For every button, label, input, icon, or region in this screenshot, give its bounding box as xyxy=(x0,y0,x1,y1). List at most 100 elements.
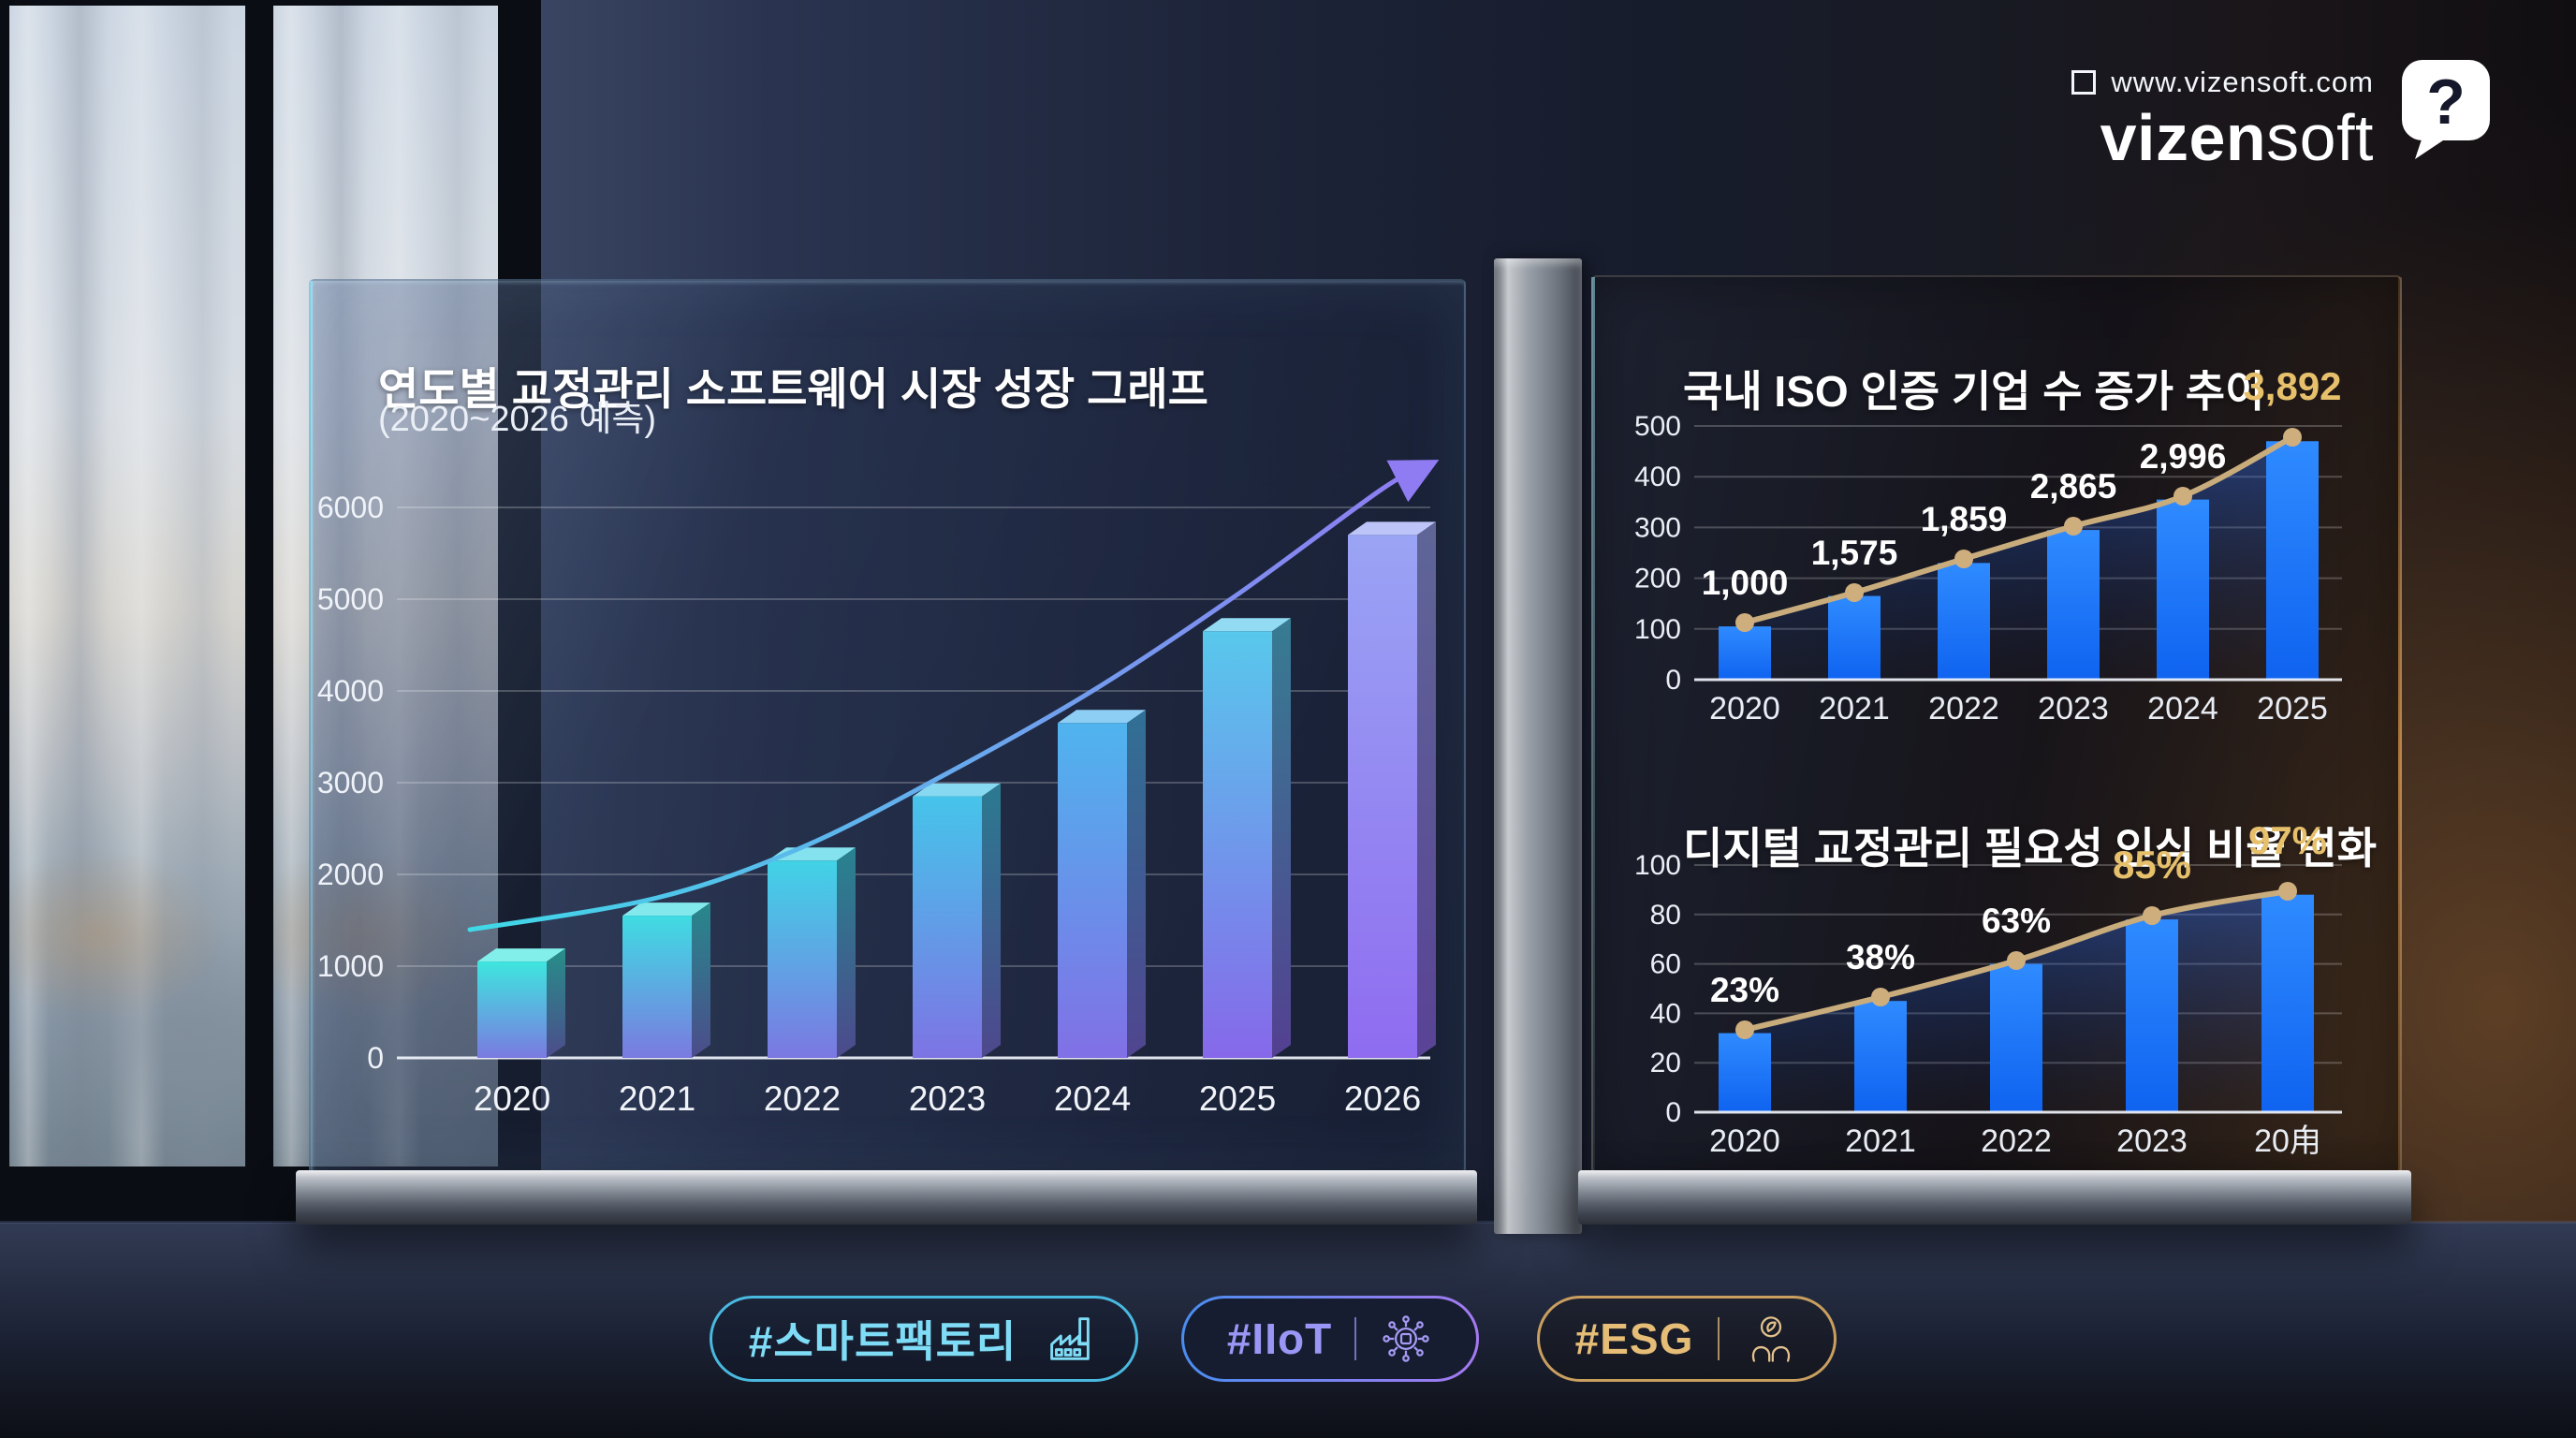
bar xyxy=(1938,563,1990,680)
speech-bubble-question-icon: ? xyxy=(2402,60,2490,159)
bar-side-face xyxy=(982,783,1001,1058)
bar xyxy=(2126,919,2178,1112)
hashtag-label: #ESG xyxy=(1574,1314,1694,1363)
left-glass-panel: 연도별 교정관리 소프트웨어 시장 성장 그래프 (2020~2026 예측) … xyxy=(309,279,1466,1174)
window-pane-left xyxy=(9,6,245,1167)
area-fill xyxy=(1745,437,2292,680)
data-point-label: 97% xyxy=(2248,818,2327,862)
x-tick-label: 2020 xyxy=(474,1079,550,1118)
x-tick-label: 2022 xyxy=(1928,691,1999,726)
data-point-label: 38% xyxy=(1846,938,1915,976)
data-point-label: 85% xyxy=(2113,843,2191,887)
bar-top-face xyxy=(1058,710,1146,724)
hashtag-chip-iiot-inner: #IIoT xyxy=(1184,1299,1476,1379)
logo-text-block: www.vizensoft.com vizensoft xyxy=(2071,58,2374,170)
market-chart-subtitle: (2020~2026 예측) xyxy=(378,400,657,439)
y-tick-label: 400 xyxy=(1634,462,1681,492)
bar xyxy=(477,961,547,1058)
hashtag-label: #IIoT xyxy=(1226,1314,1333,1363)
bar-top-face xyxy=(622,902,710,917)
y-tick-label: 60 xyxy=(1650,949,1681,980)
bar-side-face xyxy=(837,847,856,1058)
hashtag-chip-smart-factory: #스마트팩토리 xyxy=(710,1296,1138,1382)
y-tick-label: 6000 xyxy=(317,491,384,524)
iiot-network-icon xyxy=(1383,1315,1429,1362)
y-tick-label: 200 xyxy=(1634,564,1681,594)
x-tick-label: 2024 xyxy=(2147,691,2218,726)
right-glass-panel: 국내 ISO 인증 기업 수 증가 추이 0 100 200 300 400 500 202… xyxy=(1591,275,2402,1174)
awareness-chart-title: 디지털 교정관리 필요성 인식 비율 변화 xyxy=(1683,824,2378,873)
data-point-dot xyxy=(2143,906,2161,925)
trend-arrow-line xyxy=(467,460,1440,932)
x-tick-label: 2025 xyxy=(1199,1079,1276,1118)
data-point-dot xyxy=(2064,517,2083,536)
right-panel-metal-base xyxy=(1578,1170,2411,1225)
y-tick-label: 1000 xyxy=(317,949,384,983)
bar xyxy=(2047,530,2100,680)
data-point-label: 1,859 xyxy=(1921,500,2008,538)
esg-hands-icon xyxy=(1752,1316,1791,1362)
separator xyxy=(1354,1317,1357,1360)
bar-top-face xyxy=(913,783,1001,797)
hashtag-chip-iiot: #IIoT xyxy=(1181,1296,1479,1382)
y-tick-label: 40 xyxy=(1650,998,1681,1029)
bar-top-face xyxy=(477,948,565,962)
x-tick-label: 20甪 xyxy=(2254,1123,2321,1159)
data-point-dot xyxy=(2174,487,2192,506)
x-tick-label: 2021 xyxy=(1819,691,1890,726)
y-tick-label: 20 xyxy=(1650,1048,1681,1078)
data-point-dot xyxy=(1871,988,1890,1006)
logo-word-light: soft xyxy=(2266,101,2374,174)
x-tick-label: 2025 xyxy=(2257,691,2328,726)
bar xyxy=(1719,626,1771,680)
market-growth-chart: 0 1000 2000 3000 4000 5000 6000 2020 2021 2022 202… xyxy=(311,281,1464,1172)
market-chart-title: 연도별 교정관리 소프트웨어 시장 성장 그래프 xyxy=(378,364,1208,415)
x-tick-label: 2022 xyxy=(1981,1123,2052,1159)
bar xyxy=(1203,631,1272,1058)
bar xyxy=(2261,894,2314,1112)
bar-side-face xyxy=(1272,618,1291,1058)
vizensoft-logo: www.vizensoft.com vizensoft ? xyxy=(2071,58,2494,170)
bar-side-face xyxy=(692,902,710,1058)
data-point-dot xyxy=(2278,882,2297,901)
bar-top-face xyxy=(1348,521,1436,536)
bar xyxy=(913,796,982,1058)
data-point-dot xyxy=(2283,428,2302,447)
bar xyxy=(1990,963,2042,1112)
x-tick-label: 2023 xyxy=(909,1079,986,1118)
bar xyxy=(2157,499,2209,680)
logo-square-icon xyxy=(2071,70,2097,95)
factory-icon xyxy=(1050,1317,1090,1360)
y-tick-label: 100 xyxy=(1634,850,1681,881)
bar-side-face xyxy=(1417,521,1436,1058)
awareness-chart: 0 20 40 60 80 100 2020 2021 2022 2023 20甪 23% 38% 63%… xyxy=(1593,734,2400,1172)
logo-website: www.vizensoft.com xyxy=(2111,66,2374,98)
iso-chart-title: 국내 ISO 인증 기업 수 증가 추이 xyxy=(1683,367,2265,417)
data-point-label: 23% xyxy=(1710,971,1779,1009)
bar xyxy=(622,916,692,1058)
data-point-label: 3,892 xyxy=(2243,364,2341,408)
logo-website-row: www.vizensoft.com xyxy=(2071,66,2374,99)
y-tick-label: 80 xyxy=(1650,900,1681,931)
y-tick-label: 0 xyxy=(1665,665,1681,696)
x-tick-label: 2021 xyxy=(1845,1123,1916,1159)
hashtag-chip-esg: #ESG xyxy=(1537,1296,1837,1382)
data-point-dot xyxy=(1954,550,1973,568)
y-tick-label: 5000 xyxy=(317,582,384,616)
separator xyxy=(1718,1317,1720,1360)
trend-line xyxy=(1742,434,2295,625)
data-point-label: 2,865 xyxy=(2030,467,2117,506)
left-panel-metal-base xyxy=(296,1170,1477,1225)
question-glyph: ? xyxy=(2426,66,2466,138)
y-tick-label: 0 xyxy=(1665,1097,1681,1128)
logo-wordmark: vizensoft xyxy=(2100,105,2374,170)
x-tick-label: 2022 xyxy=(764,1079,841,1118)
bar xyxy=(1058,723,1127,1058)
data-point-label: 1,000 xyxy=(1702,564,1789,602)
data-point-label: 1,575 xyxy=(1811,534,1898,572)
bar xyxy=(1719,1033,1771,1112)
data-point-dot xyxy=(1735,1020,1754,1039)
x-tick-label: 2024 xyxy=(1054,1079,1131,1118)
bar-top-face xyxy=(1203,618,1291,632)
